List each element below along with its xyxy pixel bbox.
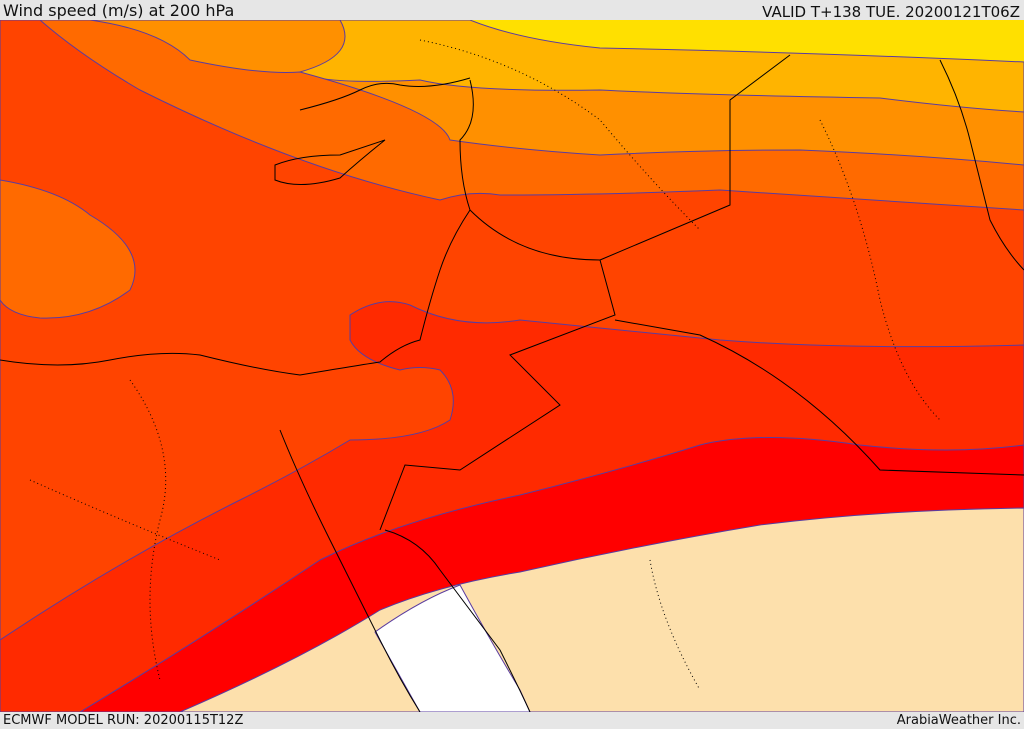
- red-sea-coast: [279, 429, 421, 712]
- internal-border-2: [649, 559, 701, 691]
- wind-max-spot: [0, 179, 136, 319]
- border-east: [379, 209, 616, 531]
- header-bar: Wind speed (m/s) at 200 hPa VALID T+138 …: [0, 0, 1024, 20]
- model-run: ECMWF MODEL RUN: 20200115T12Z: [3, 713, 244, 728]
- cyprus: [274, 139, 386, 186]
- credit: ArabiaWeather Inc.: [896, 713, 1021, 728]
- coastline-north: [299, 77, 471, 111]
- valid-time: VALID T+138 TUE. 20200121T06Z: [762, 3, 1020, 21]
- wind-speed-map: [0, 20, 1024, 712]
- red-sea-coast-east: [384, 529, 531, 712]
- gulf-coast: [939, 59, 1024, 271]
- internal-border-5: [29, 479, 221, 561]
- map-title: Wind speed (m/s) at 200 hPa: [3, 1, 235, 20]
- border-saudi: [614, 319, 1024, 476]
- coastline: [0, 79, 474, 376]
- internal-border-1: [129, 379, 167, 681]
- footer-bar: ECMWF MODEL RUN: 20200115T12Z ArabiaWeat…: [0, 712, 1024, 729]
- border-iraq: [599, 54, 791, 261]
